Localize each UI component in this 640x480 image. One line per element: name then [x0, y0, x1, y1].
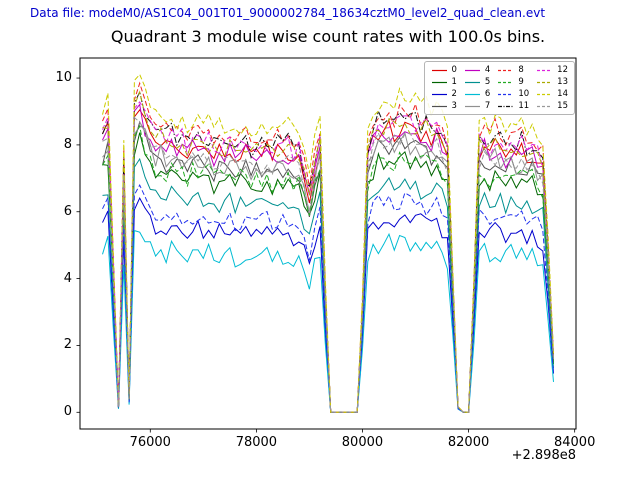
- legend-line-sample: [537, 69, 553, 72]
- legend-entry-7: 7: [464, 101, 490, 112]
- legend-label: 7: [484, 101, 491, 111]
- legend-column: 12 13 14 15: [536, 65, 568, 112]
- legend-label: 3: [451, 101, 457, 111]
- legend-entry-9: 9: [497, 77, 529, 88]
- legend-label: 1: [451, 77, 457, 87]
- x-tick-label: 84000: [553, 435, 596, 450]
- legend-entry-14: 14: [536, 89, 568, 100]
- legend-label: 6: [484, 89, 491, 99]
- legend: 0 1 2 3 4 5 6 7 8 9 10 11 12 13 14 15: [423, 61, 575, 115]
- legend-entry-10: 10: [497, 89, 529, 100]
- legend-line-sample: [498, 93, 514, 96]
- legend-line-sample: [537, 93, 553, 96]
- legend-entry-2: 2: [431, 89, 457, 100]
- legend-line-sample: [537, 105, 553, 108]
- legend-line-sample: [431, 81, 447, 84]
- legend-label: 11: [518, 101, 530, 111]
- legend-label: 0: [451, 65, 457, 75]
- y-tick-label: 0: [63, 404, 72, 420]
- legend-label: 13: [557, 77, 568, 87]
- legend-line-sample: [498, 81, 514, 84]
- legend-column: 4 5 6 7: [464, 65, 490, 112]
- legend-label: 8: [518, 65, 524, 75]
- data-file-text: Data file: modeM0/AS1C04_001T01_90000027…: [30, 6, 546, 20]
- legend-label: 15: [557, 101, 568, 111]
- y-tick-label: 2: [63, 337, 72, 353]
- legend-label: 4: [484, 65, 491, 75]
- legend-entry-12: 12: [536, 65, 568, 76]
- legend-label: 5: [484, 77, 491, 87]
- x-tick-label: 78000: [235, 435, 278, 450]
- legend-label: 9: [518, 77, 524, 87]
- legend-entry-15: 15: [536, 101, 568, 112]
- legend-line-sample: [431, 69, 447, 72]
- legend-entry-11: 11: [497, 101, 529, 112]
- y-tick-label: 10: [55, 70, 72, 86]
- legend-label: 10: [518, 89, 530, 99]
- legend-line-sample: [431, 105, 447, 108]
- y-tick-label: 6: [63, 203, 72, 219]
- legend-line-sample: [431, 93, 447, 96]
- legend-line-sample: [537, 81, 553, 84]
- legend-entry-0: 0: [431, 65, 457, 76]
- legend-entry-13: 13: [536, 77, 568, 88]
- legend-label: 12: [557, 65, 568, 75]
- x-tick-label: 82000: [447, 435, 490, 450]
- x-tick-label: 76000: [129, 435, 171, 450]
- y-tick-label: 4: [63, 270, 72, 286]
- legend-column: 0 1 2 3: [431, 65, 457, 112]
- legend-line-sample: [498, 105, 514, 108]
- legend-label: 2: [451, 89, 457, 99]
- legend-label: 14: [557, 89, 568, 99]
- legend-entry-4: 4: [464, 65, 490, 76]
- y-tick-label: 8: [63, 136, 72, 152]
- legend-entry-1: 1: [431, 77, 457, 88]
- legend-line-sample: [498, 69, 514, 72]
- chart-title: Quadrant 3 module wise count rates with …: [110, 27, 546, 46]
- legend-entry-5: 5: [464, 77, 490, 88]
- legend-line-sample: [464, 81, 480, 84]
- legend-line-sample: [464, 69, 480, 72]
- legend-column: 8 9 10 11: [497, 65, 529, 112]
- x-axis-offset-label: +2.898e8: [511, 448, 576, 463]
- legend-entry-6: 6: [464, 89, 490, 100]
- legend-entry-8: 8: [497, 65, 529, 76]
- x-tick-label: 80000: [341, 435, 384, 450]
- legend-line-sample: [464, 105, 480, 108]
- legend-entry-3: 3: [431, 101, 457, 112]
- legend-line-sample: [464, 93, 480, 96]
